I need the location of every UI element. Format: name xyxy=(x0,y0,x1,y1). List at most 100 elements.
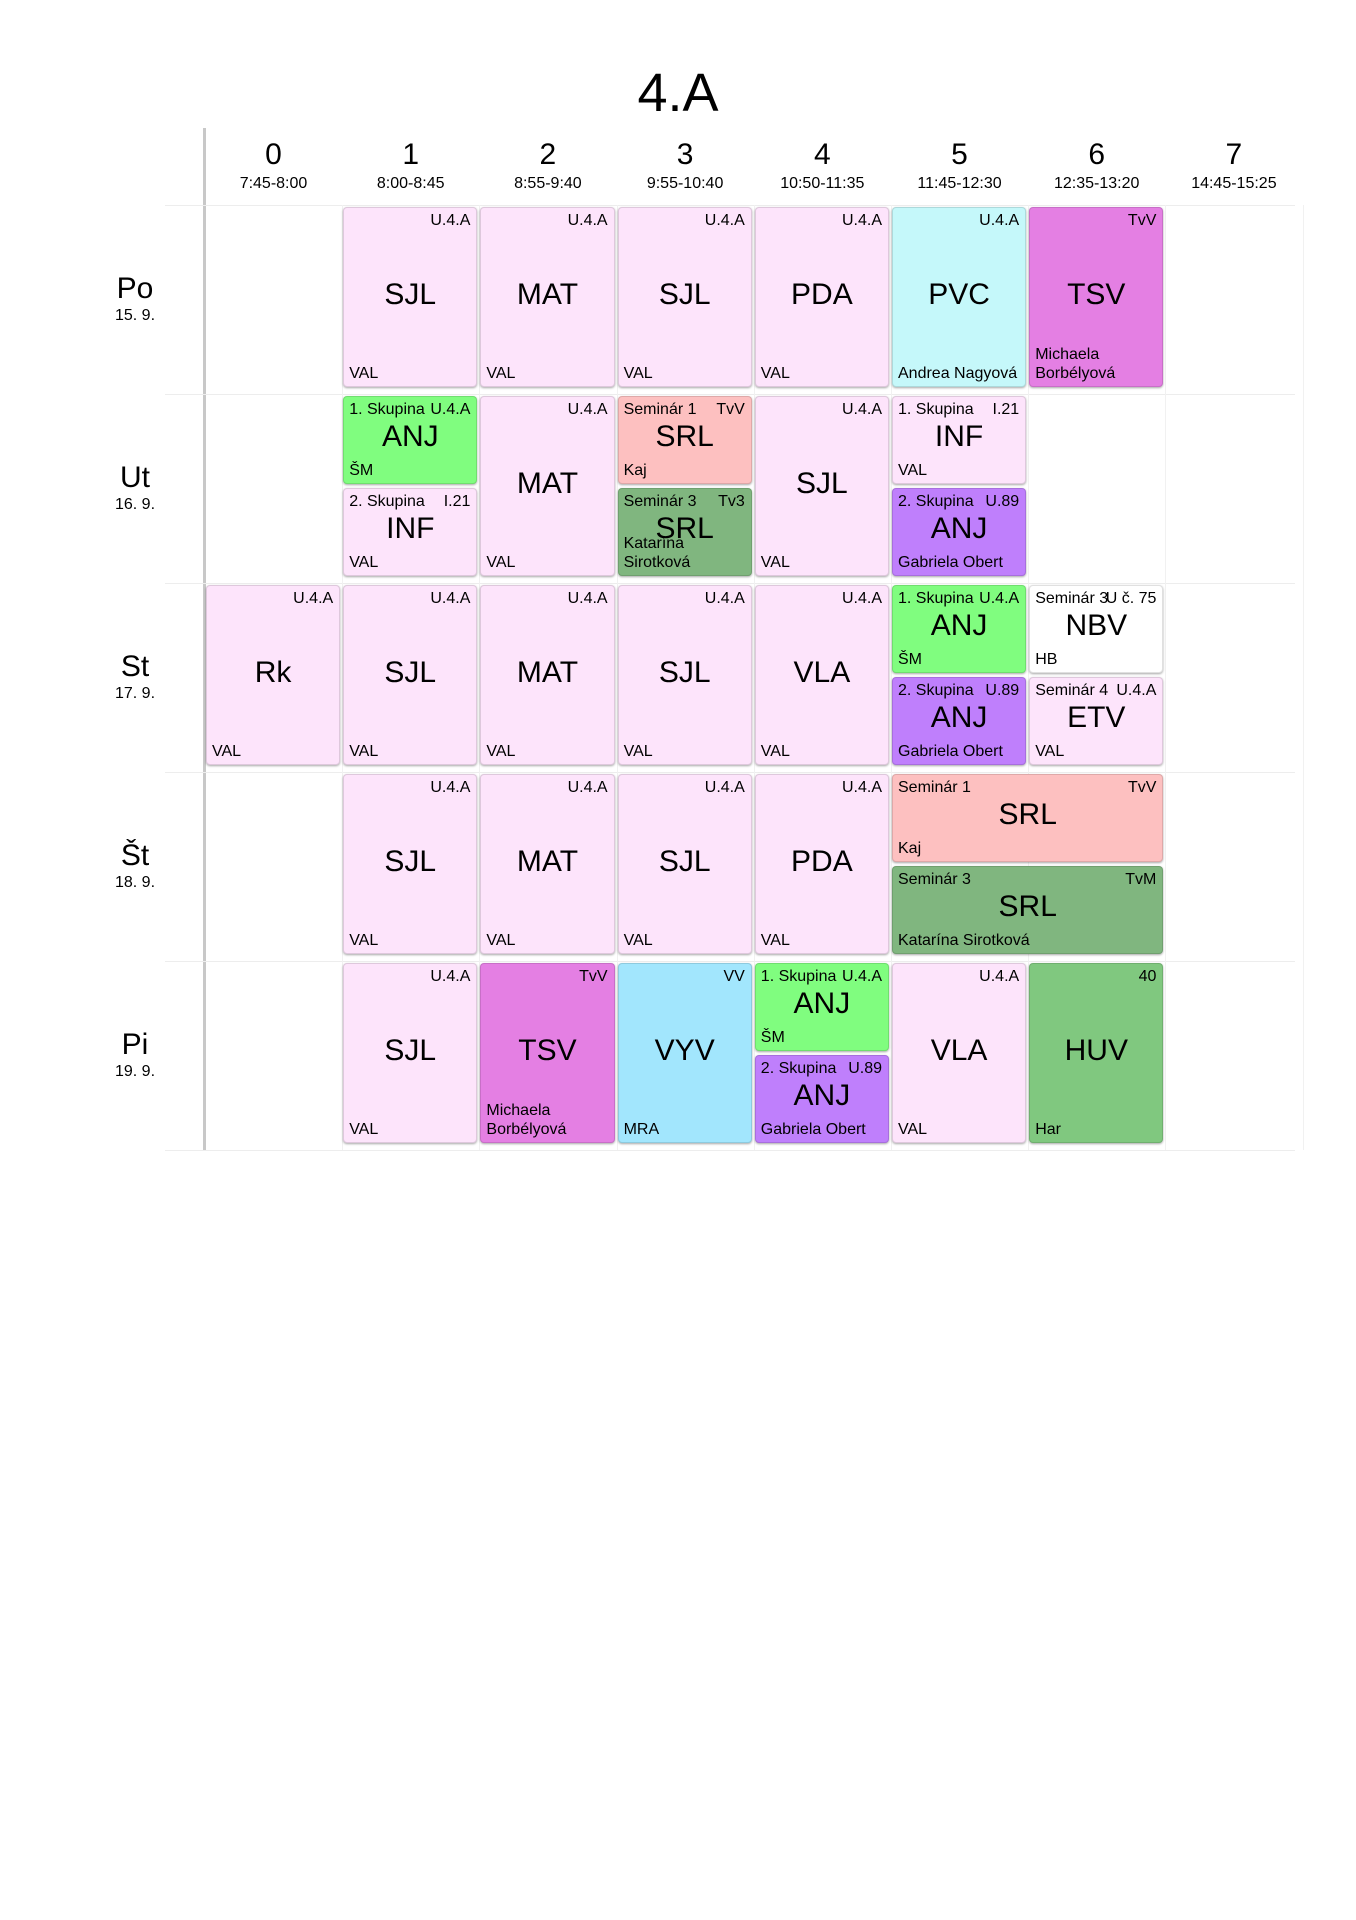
lesson-group: 2. Skupina xyxy=(898,493,974,510)
lesson-card[interactable]: 1. Skupina U.4.A ANJ ŠM xyxy=(754,963,889,1051)
lesson-card[interactable]: U.4.A PDA VAL xyxy=(754,774,889,954)
lesson-teacher: VAL xyxy=(349,365,379,382)
lesson-room: U.4.A xyxy=(430,212,471,229)
column-gridline xyxy=(342,205,344,1150)
period-header-0: 0 7:45-8:00 xyxy=(205,138,342,194)
lesson-card[interactable]: U.4.A SJL VAL xyxy=(343,207,478,387)
lesson-room: U.4.A xyxy=(430,401,471,418)
lesson-card[interactable]: 1. Skupina I.21 INF VAL xyxy=(892,396,1027,484)
lesson-card[interactable]: 1. Skupina U.4.A ANJ ŠM xyxy=(892,585,1027,673)
period-header-6: 6 12:35-13:20 xyxy=(1028,138,1165,194)
lesson-room: U.89 xyxy=(848,1060,882,1077)
lesson-card[interactable]: U.4.A PDA VAL xyxy=(754,207,889,387)
lesson-card[interactable]: 2. Skupina U.89 ANJ Gabriela Obert xyxy=(892,488,1027,576)
lesson-subject: ANJ xyxy=(930,512,988,545)
lesson-subject: SJL xyxy=(658,656,711,689)
period-header-2: 2 8:55-9:40 xyxy=(479,138,616,194)
lesson-card[interactable]: U.4.A SJL VAL xyxy=(617,585,752,765)
period-number: 7 xyxy=(1225,138,1243,171)
lesson-room: U č. 75 xyxy=(1105,590,1157,607)
lesson-teacher: MRA xyxy=(623,1121,660,1138)
lesson-card[interactable]: 2. Skupina I.21 INF VAL xyxy=(343,488,478,576)
lesson-card[interactable]: 40 HUV Har xyxy=(1029,963,1164,1143)
lesson-card[interactable]: U.4.A SJL VAL xyxy=(343,585,478,765)
lesson-teacher: VAL xyxy=(486,932,516,949)
lesson-room: U.89 xyxy=(985,682,1020,699)
day-name: Ut xyxy=(120,461,150,494)
lesson-group: Seminár 3 xyxy=(898,871,971,888)
lesson-card[interactable]: U.4.A SJL VAL xyxy=(343,774,478,954)
lesson-subject: ANJ xyxy=(793,1079,851,1112)
lesson-card[interactable]: TvV TSV Michaela Borbélyová xyxy=(1029,207,1164,387)
lesson-teacher: VAL xyxy=(486,743,516,760)
lesson-card[interactable]: U.4.A MAT VAL xyxy=(480,396,615,576)
lesson-teacher: VAL xyxy=(349,932,379,949)
lesson-card[interactable]: Seminár 3 Tv3 SRL Katarína Sirotková xyxy=(617,488,752,576)
lesson-subject: SRL xyxy=(655,512,714,545)
lesson-subject: SRL xyxy=(998,890,1057,923)
lesson-card[interactable]: U.4.A MAT VAL xyxy=(480,585,615,765)
lesson-card[interactable]: U.4.A PVC Andrea Nagyová xyxy=(892,207,1027,387)
lesson-card[interactable]: U.4.A VLA VAL xyxy=(892,963,1027,1143)
lesson-card[interactable]: 2. Skupina U.89 ANJ Gabriela Obert xyxy=(754,1055,889,1143)
lesson-card[interactable]: U.4.A SJL VAL xyxy=(617,207,752,387)
lesson-teacher: VAL xyxy=(623,743,653,760)
column-gridline xyxy=(1302,205,1304,1150)
lesson-teacher: VAL xyxy=(898,462,928,479)
day-date: 15. 9. xyxy=(114,307,156,324)
lesson-teacher: VAL xyxy=(349,554,379,571)
lesson-card[interactable]: 2. Skupina U.89 ANJ Gabriela Obert xyxy=(892,677,1027,765)
day-name: Po xyxy=(116,272,154,305)
lesson-subject: SJL xyxy=(384,278,437,311)
lesson-teacher: ŠM xyxy=(349,462,374,479)
row-gridline xyxy=(165,961,1295,962)
period-header-3: 3 9:55-10:40 xyxy=(617,138,754,194)
day-name: St xyxy=(120,650,150,683)
lesson-card[interactable]: U.4.A MAT VAL xyxy=(480,207,615,387)
lesson-room: TvV xyxy=(1127,779,1157,796)
lesson-group: 1. Skupina xyxy=(898,590,974,607)
lesson-card[interactable]: Seminár 3 TvM SRL Katarína Sirotková xyxy=(892,866,1164,954)
lesson-room: U.4.A xyxy=(979,212,1020,229)
lesson-room: U.4.A xyxy=(430,968,471,985)
lesson-card[interactable]: U.4.A VLA VAL xyxy=(754,585,889,765)
period-number: 2 xyxy=(539,138,557,171)
column-gridline xyxy=(753,205,755,1150)
lesson-teacher: Kaj xyxy=(898,840,922,857)
lesson-subject: ANJ xyxy=(930,609,988,642)
lesson-teacher: Kaj xyxy=(623,462,647,479)
day-label-5: Pi 19. 9. xyxy=(70,1028,200,1082)
lesson-subject: VLA xyxy=(793,656,851,689)
lesson-teacher: VAL xyxy=(1035,743,1065,760)
lesson-card[interactable]: U.4.A SJL VAL xyxy=(343,963,478,1143)
lesson-card[interactable]: U.4.A Rk VAL xyxy=(206,585,341,765)
lesson-card[interactable]: Seminár 1 TvV SRL Kaj xyxy=(892,774,1164,862)
lesson-subject: PDA xyxy=(791,845,853,878)
lesson-teacher: VAL xyxy=(486,365,516,382)
lesson-subject: PVC xyxy=(928,278,990,311)
lesson-card[interactable]: U.4.A MAT VAL xyxy=(480,774,615,954)
lesson-teacher: VAL xyxy=(760,743,790,760)
column-gridline xyxy=(616,205,618,1150)
lesson-room: U.4.A xyxy=(1116,682,1157,699)
lesson-card[interactable]: U.4.A SJL VAL xyxy=(617,774,752,954)
lesson-card[interactable]: U.4.A SJL VAL xyxy=(754,396,889,576)
lesson-teacher: VAL xyxy=(898,1121,928,1138)
lesson-subject: ANJ xyxy=(930,701,988,734)
day-date: 16. 9. xyxy=(114,496,156,513)
lesson-card[interactable]: 1. Skupina U.4.A ANJ ŠM xyxy=(343,396,478,484)
lesson-teacher: Michaela Borbélyová xyxy=(486,1102,567,1138)
lesson-teacher: Har xyxy=(1035,1121,1061,1138)
lesson-teacher: VAL xyxy=(623,932,653,949)
lesson-card[interactable]: VV VYV MRA xyxy=(617,963,752,1143)
lesson-room: VV xyxy=(723,968,745,985)
lesson-card[interactable]: TvV TSV Michaela Borbélyová xyxy=(480,963,615,1143)
period-time: 9:55-10:40 xyxy=(646,175,724,192)
lesson-room: TvV xyxy=(1127,212,1157,229)
lesson-card[interactable]: Seminár 1 TvV SRL Kaj xyxy=(617,396,752,484)
lesson-card[interactable]: Seminár 4 U.4.A ETV VAL xyxy=(1029,677,1164,765)
period-number: 0 xyxy=(265,138,282,171)
lesson-subject: Rk xyxy=(254,656,292,689)
lesson-group: 1. Skupina xyxy=(760,968,837,985)
